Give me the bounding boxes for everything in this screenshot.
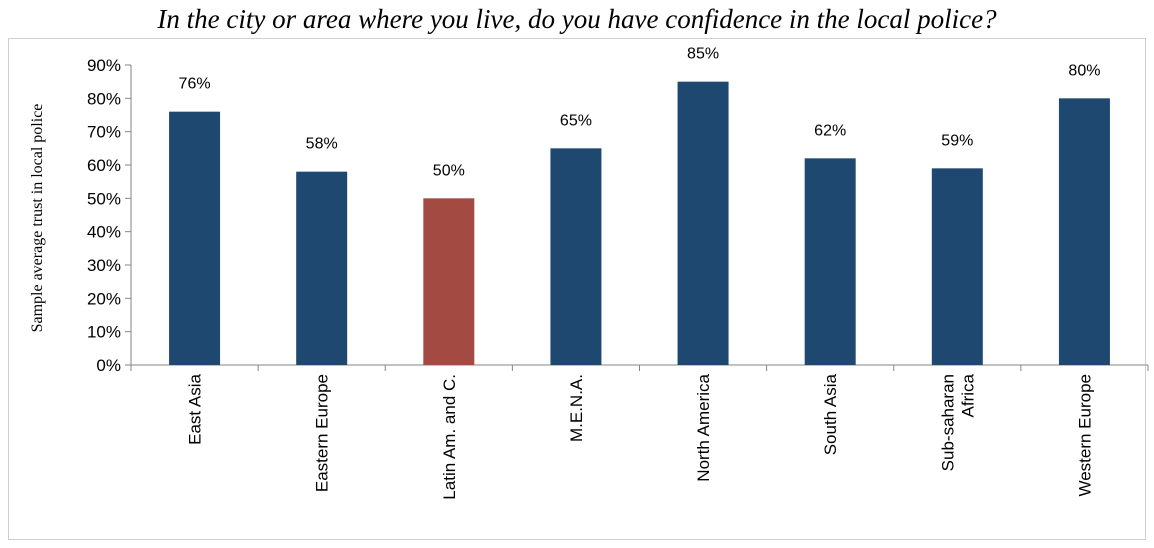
bar bbox=[931, 168, 983, 365]
category-label-line: Africa bbox=[958, 373, 977, 417]
category-label-line: Sub-saharan bbox=[938, 374, 957, 471]
data-labels: 76% 58% 50% 65% 85% 62% 59% 80% bbox=[179, 46, 1101, 180]
data-label: 65% bbox=[560, 112, 592, 129]
data-label: 58% bbox=[306, 136, 338, 153]
bar bbox=[804, 158, 856, 365]
chart-title: In the city or area where you live, do y… bbox=[157, 4, 997, 34]
bar bbox=[423, 198, 475, 365]
bar bbox=[296, 171, 348, 365]
category-label: Latin Am. and C. bbox=[440, 374, 459, 500]
data-label: 76% bbox=[179, 76, 211, 93]
y-tick-label: 60% bbox=[87, 156, 121, 175]
category-label: East Asia bbox=[186, 373, 205, 444]
y-tick-label: 0% bbox=[96, 356, 121, 375]
category-label-line: North America bbox=[694, 373, 713, 481]
category-label: South Asia bbox=[821, 373, 840, 455]
category-label-line: East Asia bbox=[186, 373, 205, 444]
x-axis bbox=[130, 364, 1149, 371]
category-label-line: Western Europe bbox=[1075, 374, 1094, 497]
category-label-line: South Asia bbox=[821, 373, 840, 455]
y-axis-title: Sample average trust in local police bbox=[29, 104, 46, 333]
y-tick-label: 70% bbox=[87, 123, 121, 142]
chart-frame bbox=[8, 38, 1146, 540]
category-label-line: Latin Am. and C. bbox=[440, 374, 459, 500]
category-label: Eastern Europe bbox=[313, 374, 332, 492]
y-tick-label: 80% bbox=[87, 89, 121, 108]
bar bbox=[169, 111, 221, 366]
bar bbox=[550, 148, 602, 365]
category-label-line: Eastern Europe bbox=[313, 374, 332, 492]
y-tick-label: 20% bbox=[87, 289, 121, 308]
data-label: 85% bbox=[687, 46, 719, 63]
bar bbox=[677, 81, 729, 366]
y-tick-label: 10% bbox=[87, 323, 121, 342]
bar bbox=[1058, 98, 1110, 365]
y-tick-label: 50% bbox=[87, 189, 121, 208]
data-label: 50% bbox=[433, 162, 465, 179]
y-tick-label: 40% bbox=[87, 223, 121, 242]
category-label-line: M.E.N.A. bbox=[567, 374, 586, 442]
category-label: Sub-saharan Africa bbox=[938, 373, 977, 471]
category-label: North America bbox=[694, 373, 713, 481]
data-label: 59% bbox=[941, 132, 973, 149]
bars bbox=[169, 81, 1110, 366]
data-label: 80% bbox=[1068, 62, 1100, 79]
y-tick-label: 90% bbox=[87, 56, 121, 75]
category-label: M.E.N.A. bbox=[567, 374, 586, 442]
y-tick-label: 30% bbox=[87, 256, 121, 275]
category-labels: East Asia Eastern Europe Latin Am. and C. M… bbox=[186, 373, 1095, 499]
y-axis: 0% 10% 20% 30% 40% 50% 60% 70% 80% 90% bbox=[87, 56, 132, 375]
data-label: 62% bbox=[814, 122, 846, 139]
category-label: Western Europe bbox=[1075, 374, 1094, 497]
